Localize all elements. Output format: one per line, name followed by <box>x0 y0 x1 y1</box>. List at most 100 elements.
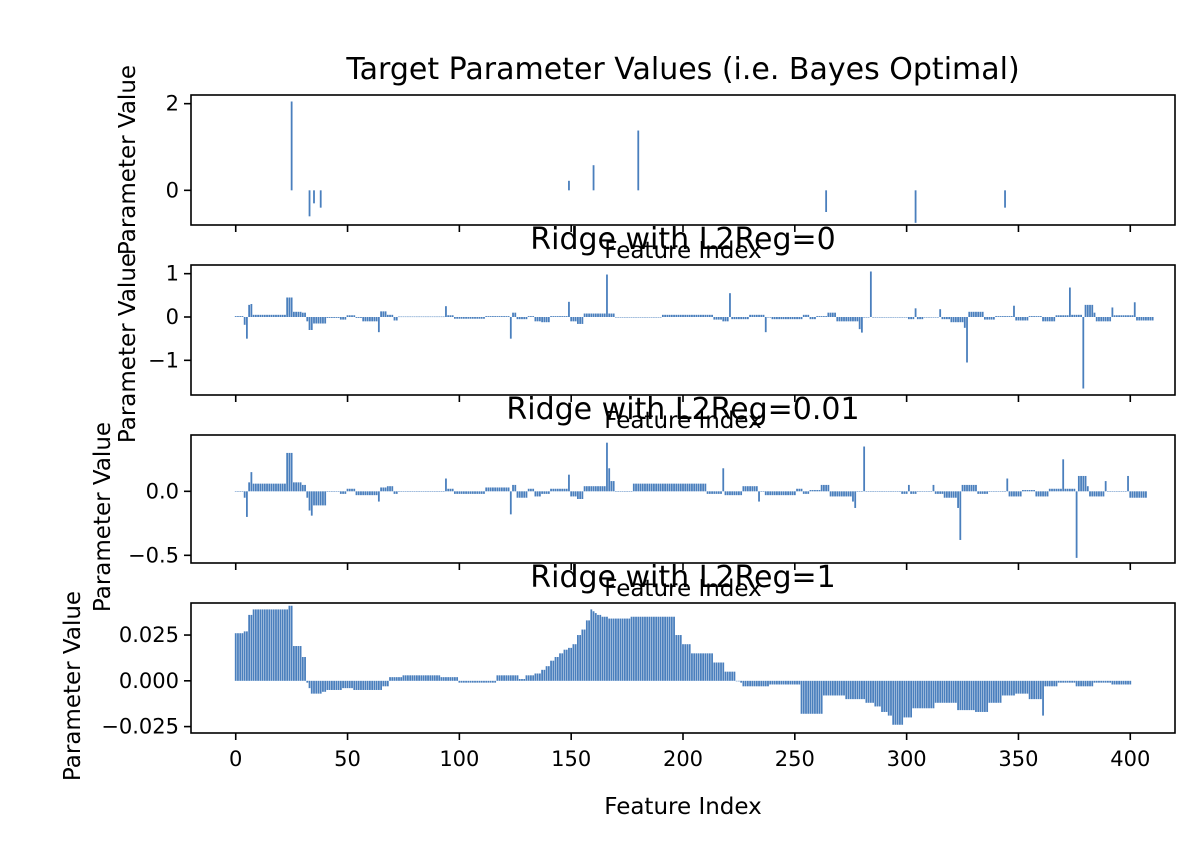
bar <box>400 491 403 492</box>
bar <box>237 316 239 317</box>
bar <box>984 491 986 494</box>
bar <box>404 491 407 492</box>
bar <box>1048 680 1051 687</box>
bar <box>313 680 315 694</box>
bar <box>715 662 718 681</box>
bar <box>852 317 854 322</box>
bar <box>787 680 789 685</box>
bar <box>932 317 935 318</box>
bar <box>932 484 935 492</box>
bar <box>384 487 387 492</box>
bar <box>1082 475 1085 492</box>
bar <box>449 315 452 317</box>
bar <box>650 317 653 318</box>
bar <box>742 680 745 687</box>
bar <box>865 491 868 492</box>
bar <box>959 491 962 540</box>
bar <box>279 609 282 681</box>
bar <box>800 488 803 492</box>
bar <box>1115 491 1118 492</box>
bar <box>594 313 597 317</box>
bar <box>713 662 716 681</box>
bar <box>454 491 456 494</box>
bar <box>485 487 488 492</box>
bar <box>380 680 382 690</box>
bars <box>290 101 1006 223</box>
bar <box>239 316 242 317</box>
bar <box>1042 491 1044 497</box>
bar <box>447 488 450 492</box>
bar <box>570 317 573 322</box>
bar <box>413 316 416 318</box>
bar <box>518 317 521 320</box>
bar <box>1024 490 1027 492</box>
bar <box>545 666 548 681</box>
bar <box>780 317 783 320</box>
bar <box>422 491 425 492</box>
bar <box>691 314 693 317</box>
bar <box>241 491 244 492</box>
bar <box>818 680 821 714</box>
bar <box>1107 491 1109 492</box>
bar <box>523 491 526 498</box>
bar <box>299 311 302 317</box>
bar <box>301 657 304 681</box>
bar <box>1127 315 1129 317</box>
bar <box>592 611 595 681</box>
bar <box>597 614 599 681</box>
bar <box>903 317 906 318</box>
bar <box>834 312 836 317</box>
bar <box>975 680 977 712</box>
bar <box>657 483 660 492</box>
bar <box>252 609 255 681</box>
bar <box>809 680 812 714</box>
bar <box>979 680 982 712</box>
bar <box>474 680 476 683</box>
bar <box>1075 314 1078 317</box>
bar <box>990 491 993 492</box>
bar <box>371 317 374 322</box>
bar <box>901 491 904 494</box>
bar <box>869 680 872 703</box>
bar <box>268 609 271 681</box>
bar <box>1142 491 1145 498</box>
bar <box>538 317 541 322</box>
bar <box>724 671 727 681</box>
bar <box>697 483 700 492</box>
bar <box>277 483 280 492</box>
bar <box>961 484 964 492</box>
bar <box>552 660 555 681</box>
bar <box>1015 491 1018 497</box>
bar <box>1037 680 1040 700</box>
bar <box>317 680 320 694</box>
bar <box>297 311 300 317</box>
bar <box>433 675 436 681</box>
bar <box>731 317 734 320</box>
bar <box>534 491 537 497</box>
bar <box>471 680 474 683</box>
bar <box>351 315 353 317</box>
bar <box>266 314 268 317</box>
bar <box>313 190 315 204</box>
bar <box>259 609 262 681</box>
bar <box>572 644 575 681</box>
bar <box>968 311 971 317</box>
bar <box>445 306 447 317</box>
bar <box>1129 491 1132 498</box>
bar <box>946 317 948 320</box>
bar <box>621 491 624 492</box>
bar <box>1075 680 1078 687</box>
bar <box>776 491 778 496</box>
bar <box>791 317 794 320</box>
bar <box>366 491 369 496</box>
bar <box>818 490 821 492</box>
bar <box>382 680 385 687</box>
bar <box>456 491 459 494</box>
bar <box>1093 491 1096 497</box>
bar <box>1013 680 1015 696</box>
bar <box>907 680 910 718</box>
bar <box>731 491 734 496</box>
bar <box>272 314 275 317</box>
bar <box>717 317 720 320</box>
